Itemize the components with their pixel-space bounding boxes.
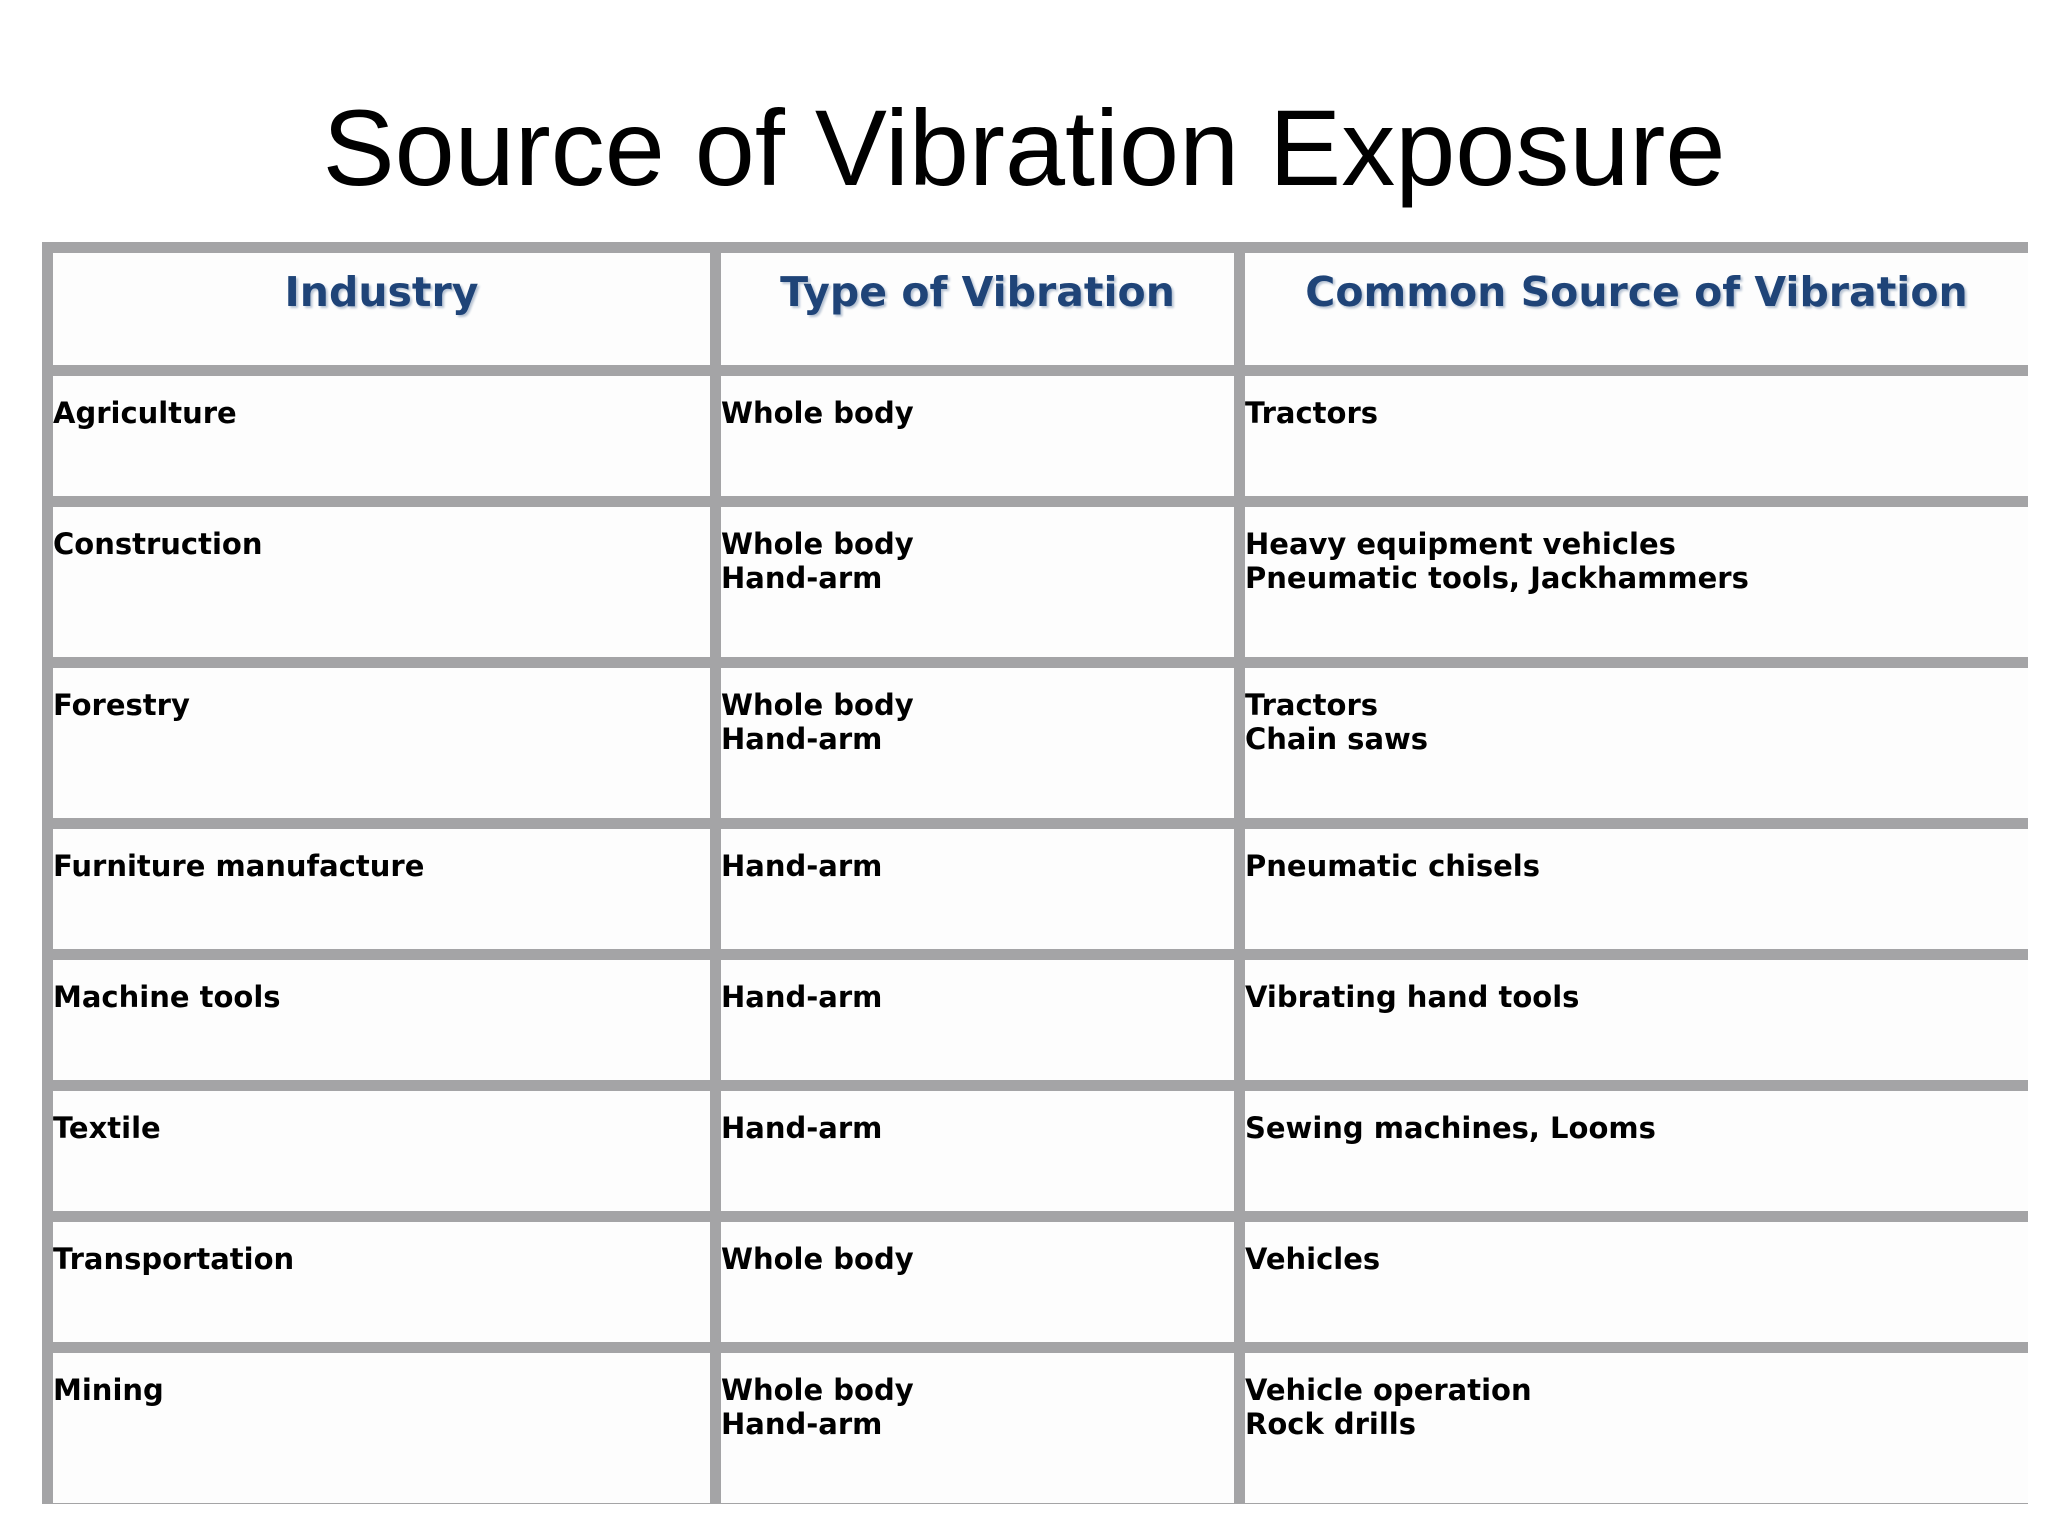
vibration-type-cell: Whole body Hand-arm xyxy=(721,1353,1234,1503)
header-industry: Industry xyxy=(53,253,710,365)
vibration-source-cell: Sewing machines, Looms xyxy=(1245,1091,2028,1211)
industry-text: Agriculture xyxy=(53,396,237,430)
vibration-source-text: Vehicle operation xyxy=(1245,1373,1532,1407)
vibration-source-text: Vibrating hand tools xyxy=(1245,980,1580,1014)
vibration-type-cell: Whole body Hand-arm xyxy=(721,668,1234,818)
industry-cell: Transportation xyxy=(53,1222,710,1342)
table-row: Construction Whole body Hand-arm Heavy eq… xyxy=(53,507,2028,657)
vibration-type-cell: Hand-arm xyxy=(721,960,1234,1080)
industry-cell: Machine tools xyxy=(53,960,710,1080)
vibration-type-text: Whole body xyxy=(721,396,914,430)
vibration-type-cell: Whole body Hand-arm xyxy=(721,507,1234,657)
industry-text: Mining xyxy=(53,1373,164,1407)
vibration-source-cell: Pneumatic chisels xyxy=(1245,829,2028,949)
vibration-type-text: Hand-arm xyxy=(721,722,883,756)
industry-text: Forestry xyxy=(53,688,190,722)
table-row: Forestry Whole body Hand-arm Tractors Chai… xyxy=(53,668,2028,818)
header-type-of-vibration: Type of Vibration xyxy=(721,253,1234,365)
vibration-source-cell: Vehicles xyxy=(1245,1222,2028,1342)
vibration-type-text: Whole body xyxy=(721,527,914,561)
vibration-type-cell: Whole body xyxy=(721,376,1234,496)
vibration-source-text: Rock drills xyxy=(1245,1407,1416,1441)
vibration-source-text: Pneumatic tools, Jackhammers xyxy=(1245,561,1749,595)
vibration-table-frame: Industry Type of Vibration Common Source… xyxy=(42,242,2028,1504)
industry-text: Construction xyxy=(53,527,263,561)
industry-cell: Mining xyxy=(53,1353,710,1503)
industry-text: Furniture manufacture xyxy=(53,849,425,883)
vibration-source-text: Tractors xyxy=(1245,688,1379,722)
vibration-type-text: Whole body xyxy=(721,1242,914,1276)
table-row: Mining Whole body Hand-arm Vehicle operat… xyxy=(53,1353,2028,1503)
industry-cell: Construction xyxy=(53,507,710,657)
industry-text: Machine tools xyxy=(53,980,281,1014)
vibration-source-cell: Tractors xyxy=(1245,376,2028,496)
vibration-source-text: Tractors xyxy=(1245,396,1379,430)
vibration-type-text: Hand-arm xyxy=(721,1407,883,1441)
industry-text: Transportation xyxy=(53,1242,295,1276)
industry-cell: Agriculture xyxy=(53,376,710,496)
vibration-source-text: Pneumatic chisels xyxy=(1245,849,1540,883)
vibration-source-text: Sewing machines, Looms xyxy=(1245,1111,1656,1145)
slide-title: Source of Vibration Exposure xyxy=(322,87,1726,208)
table-row: Furniture manufacture Hand-arm Pneumatic… xyxy=(53,829,2028,949)
vibration-source-cell: Vehicle operation Rock drills xyxy=(1245,1353,2028,1503)
industry-cell: Forestry xyxy=(53,668,710,818)
table-row: Textile Hand-arm Sewing machines, Looms xyxy=(53,1091,2028,1211)
vibration-type-text: Hand-arm xyxy=(721,849,883,883)
table-row: Machine tools Hand-arm Vibrating hand to… xyxy=(53,960,2028,1080)
vibration-type-cell: Whole body xyxy=(721,1222,1234,1342)
table-header-row: Industry Type of Vibration Common Source… xyxy=(53,253,2028,365)
vibration-source-text: Heavy equipment vehicles xyxy=(1245,527,1676,561)
vibration-type-cell: Hand-arm xyxy=(721,1091,1234,1211)
industry-cell: Furniture manufacture xyxy=(53,829,710,949)
table-row: Agriculture Whole body Tractors xyxy=(53,376,2028,496)
vibration-type-text: Hand-arm xyxy=(721,980,883,1014)
vibration-type-text: Hand-arm xyxy=(721,561,883,595)
vibration-source-cell: Tractors Chain saws xyxy=(1245,668,2028,818)
vibration-type-text: Hand-arm xyxy=(721,1111,883,1145)
industry-cell: Textile xyxy=(53,1091,710,1211)
vibration-type-text: Whole body xyxy=(721,688,914,722)
vibration-source-text: Vehicles xyxy=(1245,1242,1381,1276)
header-common-source: Common Source of Vibration xyxy=(1245,253,2028,365)
table-row: Transportation Whole body Vehicles xyxy=(53,1222,2028,1342)
vibration-source-text: Chain saws xyxy=(1245,722,1429,756)
vibration-table: Industry Type of Vibration Common Source… xyxy=(42,242,2039,1514)
vibration-source-cell: Vibrating hand tools xyxy=(1245,960,2028,1080)
vibration-type-text: Whole body xyxy=(721,1373,914,1407)
vibration-type-cell: Hand-arm xyxy=(721,829,1234,949)
vibration-source-cell: Heavy equipment vehicles Pneumatic tools,… xyxy=(1245,507,2028,657)
industry-text: Textile xyxy=(53,1111,161,1145)
